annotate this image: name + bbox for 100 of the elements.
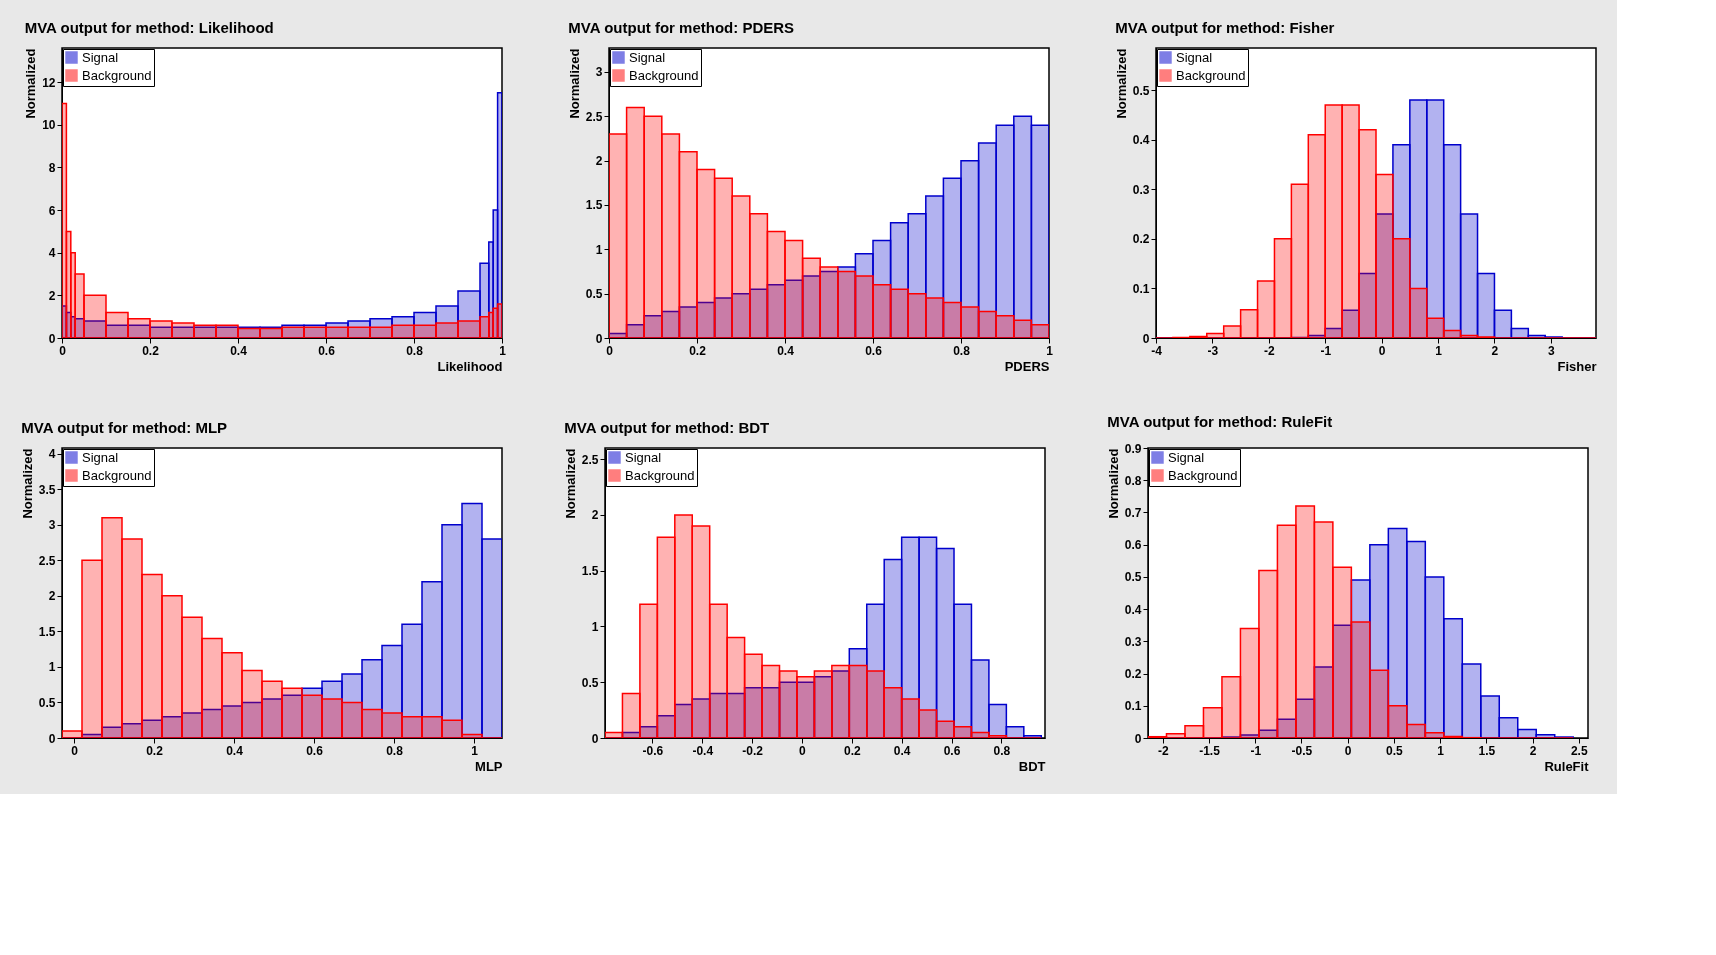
y-tick-label: 2.5 [38, 553, 56, 568]
y-tick-label: 0 [591, 731, 599, 746]
y-tick-label: 0.3 [1132, 182, 1150, 197]
y-axis-title: Normalized [19, 448, 35, 519]
legend-label: Signal [82, 49, 119, 65]
chart-title: MVA output for method: Fisher [1115, 19, 1335, 36]
chart-title: MVA output for method: BDT [564, 419, 770, 436]
legend-label: Background [1176, 67, 1246, 83]
y-tick-label: 0.1 [1132, 281, 1150, 296]
x-tick-label: 0.6 [306, 743, 324, 758]
x-tick-label: -0.5 [1291, 743, 1313, 758]
legend-label: Signal [1168, 449, 1205, 465]
y-tick-label: 12 [42, 75, 56, 90]
y-axis-title: Normalized [1105, 448, 1121, 519]
legend-label: Signal [82, 449, 119, 465]
x-tick-label: 0 [59, 343, 67, 358]
x-tick-label: -0.4 [692, 743, 714, 758]
y-tick-label: 4 [48, 246, 56, 261]
y-tick-label: 0.2 [1132, 232, 1150, 247]
x-tick-label: 3 [1548, 343, 1556, 358]
x-tick-label: -4 [1151, 343, 1163, 358]
x-tick-label: 0.5 [1386, 743, 1404, 758]
x-tick-label: 0.8 [993, 743, 1011, 758]
x-tick-label: 0.6 [943, 743, 961, 758]
y-tick-label: 0.4 [1124, 602, 1142, 617]
x-tick-label: 0.2 [843, 743, 861, 758]
x-tick-label: 0.2 [142, 343, 160, 358]
y-tick-label: 10 [42, 118, 56, 133]
x-tick-label: 0 [606, 343, 614, 358]
y-tick-label: 1 [591, 619, 599, 634]
x-tick-label: -0.2 [742, 743, 764, 758]
x-axis-title: MLP [475, 758, 503, 774]
y-tick-label: 0.9 [1124, 441, 1142, 456]
x-tick-label: 1 [1435, 343, 1443, 358]
x-tick-label: -1 [1320, 343, 1332, 358]
x-tick-label: -3 [1207, 343, 1219, 358]
y-tick-label: 2 [591, 508, 599, 523]
x-tick-label: 2.5 [1570, 743, 1588, 758]
legend-label: Background [1168, 467, 1238, 483]
y-axis-title: Normalized [1113, 48, 1129, 119]
x-tick-label: 0.4 [777, 343, 795, 358]
y-tick-label: 0 [48, 731, 56, 746]
x-tick-label: 0.4 [893, 743, 911, 758]
y-tick-label: 0.8 [1124, 473, 1142, 488]
x-tick-label: 0 [799, 743, 807, 758]
x-tick-label: 0.8 [406, 343, 424, 358]
x-tick-label: -2 [1157, 743, 1169, 758]
x-tick-label: 0.4 [230, 343, 248, 358]
y-tick-label: 3.5 [38, 482, 56, 497]
x-tick-label: 0.2 [146, 743, 164, 758]
x-tick-label: 0.4 [226, 743, 244, 758]
y-tick-label: 2 [48, 589, 56, 604]
x-tick-label: 1.5 [1478, 743, 1496, 758]
y-tick-label: 2 [48, 288, 56, 303]
y-tick-label: 0 [1142, 331, 1150, 346]
y-tick-label: 3 [595, 65, 603, 80]
chart-title: MVA output for method: RuleFit [1107, 413, 1333, 430]
chart-title: MVA output for method: PDERS [568, 19, 795, 36]
x-tick-label: -0.6 [642, 743, 664, 758]
y-tick-label: 0.1 [1124, 699, 1142, 714]
y-tick-label: 1 [48, 660, 56, 675]
legend-label: Background [625, 467, 695, 483]
x-axis-title: RuleFit [1544, 758, 1590, 774]
y-tick-label: 0.5 [1124, 570, 1142, 585]
x-tick-label: 0.8 [953, 343, 971, 358]
legend-label: Signal [629, 49, 666, 65]
y-tick-label: 0.7 [1124, 505, 1142, 520]
x-tick-label: 2 [1529, 743, 1537, 758]
y-tick-label: 0.2 [1124, 667, 1142, 682]
x-axis-title: PDERS [1004, 358, 1050, 374]
x-axis-title: BDT [1018, 758, 1046, 774]
y-tick-label: 0.6 [1124, 538, 1142, 553]
y-axis-title: Normalized [23, 48, 39, 119]
y-tick-label: 1.5 [38, 624, 56, 639]
y-tick-label: 0.5 [1132, 83, 1150, 98]
y-tick-label: 6 [48, 203, 56, 218]
y-tick-label: 0 [48, 331, 56, 346]
legend-label: Signal [1176, 49, 1213, 65]
x-tick-label: 0.8 [386, 743, 404, 758]
y-tick-label: 0 [595, 331, 603, 346]
y-tick-label: 0.4 [1132, 133, 1150, 148]
y-axis-title: Normalized [566, 48, 582, 119]
x-tick-label: 0.2 [689, 343, 707, 358]
y-tick-label: 2.5 [585, 109, 603, 124]
y-tick-label: 0.3 [1124, 634, 1142, 649]
x-tick-label: 0 [1378, 343, 1386, 358]
y-tick-label: 8 [48, 160, 56, 175]
y-tick-label: 1.5 [585, 198, 603, 213]
x-tick-label: 1 [1437, 743, 1445, 758]
legend-label: Background [629, 67, 699, 83]
x-tick-label: -1.5 [1199, 743, 1221, 758]
x-tick-label: 1 [1046, 343, 1054, 358]
y-tick-label: 1.5 [581, 564, 599, 579]
x-tick-label: 0.6 [318, 343, 336, 358]
y-tick-label: 0.5 [581, 675, 599, 690]
x-tick-label: -2 [1263, 343, 1275, 358]
chart-title: MVA output for method: MLP [21, 418, 228, 436]
y-tick-label: 1 [595, 242, 603, 257]
legend-label: Background [82, 67, 152, 83]
y-tick-label: 3 [48, 518, 56, 533]
